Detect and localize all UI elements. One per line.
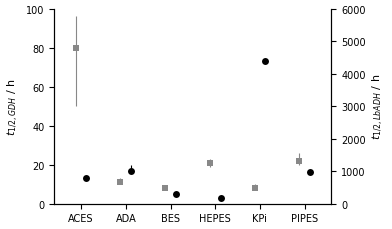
Y-axis label: $t_{1/2, LbADH}$ / h: $t_{1/2, LbADH}$ / h xyxy=(371,74,387,140)
Y-axis label: $t_{1/2, GDH}$ / h: $t_{1/2, GDH}$ / h xyxy=(5,78,21,135)
